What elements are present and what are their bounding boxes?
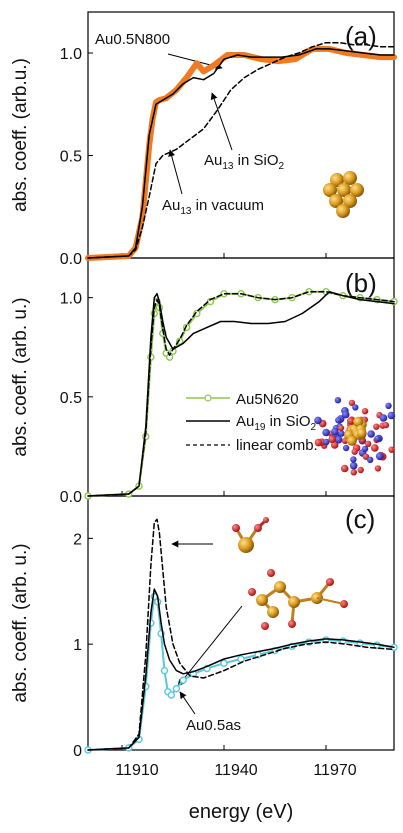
y-axis-title-b: abs. coeff. (arb. u.) [10,297,31,456]
atom [347,417,355,425]
atom [365,440,372,447]
x-tick-label: 11910 [115,762,158,779]
panel-c-frame [87,495,395,751]
atom [361,445,369,453]
series-line-panel2-1 [87,588,395,751]
y-tick-label: 0.5 [60,390,82,407]
atom [331,427,339,436]
atom [350,469,357,476]
annotation-au13-sio2: Au13 in SiO2 [204,152,285,172]
annotation-arrow [168,149,183,195]
data-point [172,684,181,693]
au19-sio2-structure-image [314,397,396,476]
atom [334,435,343,444]
atom [374,435,381,442]
atom [387,411,396,420]
y-tick-label: 0.0 [60,489,82,506]
atom [340,464,349,473]
atom [367,430,375,438]
y-axis-title-a: abs. coeff. (arb.u.) [10,58,31,212]
atom [337,424,345,432]
series-line-au13-in-sio2 [87,48,395,259]
atom [335,417,342,424]
atom [314,416,322,425]
y-tick-label: 2 [73,531,82,548]
atom [328,435,337,444]
molecule-small-image [232,517,269,553]
panel-c [87,495,395,751]
series-line-au13-in-vacuum [87,41,395,259]
x-tick-label: 11970 [313,762,356,779]
y-tick-label: 0.0 [60,251,82,268]
data-point [160,666,169,675]
atom [349,462,358,470]
y-tick-label: 1.0 [60,46,82,63]
gold-atom [356,428,367,439]
atom [322,428,330,437]
atom [330,441,339,449]
atom [323,438,330,446]
x-tick-label: 11940 [214,762,257,779]
atom [371,444,379,452]
atom [351,448,358,455]
data-point [237,655,245,663]
annotation-au0-5as: Au0.5as [186,717,241,734]
atom [375,452,384,461]
panel-label-c: (c) [345,504,375,534]
atom [367,456,374,463]
atom [357,466,364,474]
legend-b: Au5N620 Au19 in SiO2 linear comb. [186,391,318,454]
series-line-panel2-2 [87,518,395,751]
annotation-arrow [179,691,196,715]
au13-cluster-image [323,171,364,218]
atom [348,399,356,407]
atom [342,444,350,452]
atom [350,456,357,463]
data-point [220,659,228,667]
y-tick-label: 1.0 [60,291,82,308]
annotation-arrow [210,92,233,151]
y-tick-label: 0.5 [60,149,82,166]
gold-atom [346,435,357,446]
legend-label: Au19 in SiO2 [236,413,317,433]
molecule-large-image [248,569,348,630]
atom [334,397,342,404]
atom [341,410,350,419]
atom [338,430,345,437]
annotation-au0-5n800: Au0.5N800 [95,31,170,48]
data-point [179,676,187,684]
y-tick-label: 1 [73,637,82,654]
annotation-au13-vacuum: Au13 in vacuum [162,197,264,217]
legend-label: linear comb. [236,437,318,454]
gold-atom [353,416,364,427]
atom [382,421,390,429]
atom [373,423,380,430]
series-line-au19-in-sio2 [87,290,395,497]
chart-series-layer: 0.0 0.5 1.0 0.0 0.5 1.0 0 1 2 [60,41,398,760]
atom [388,446,395,453]
panel-label-a: (a) [345,21,377,51]
y-axis-title-c: abs. coeff. (arb. u.) [10,543,31,702]
series-line-linear-comb- [87,290,395,497]
atom [352,404,359,411]
y-tick-label: 0 [73,743,82,760]
atom [379,414,388,422]
atom [314,438,323,447]
legend-label: Au5N620 [236,391,299,408]
panel-label-b: (b) [345,268,377,298]
data-point [193,309,201,318]
x-axis-title: energy (eV) [189,801,294,823]
atom [361,408,369,415]
atom [374,465,382,472]
atom [385,402,392,409]
data-point [167,691,176,699]
